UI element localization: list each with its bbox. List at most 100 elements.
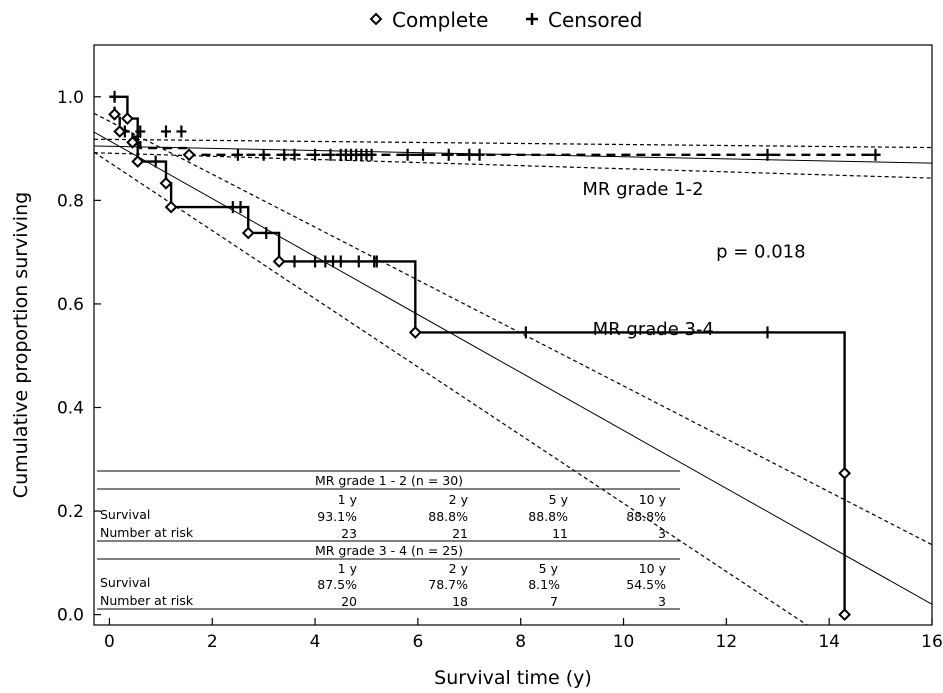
legend-censored-marker bbox=[526, 13, 538, 25]
table-survival-value: 93.1% bbox=[317, 509, 357, 524]
table-time-header: 5 y bbox=[539, 561, 559, 576]
censored-mark bbox=[261, 226, 272, 239]
complete-mark bbox=[838, 608, 852, 622]
complete-mark bbox=[131, 155, 145, 168]
plot-frame bbox=[93, 44, 933, 626]
confidence-bands bbox=[94, 112, 932, 625]
censored-mark bbox=[474, 148, 485, 161]
complete-mark bbox=[408, 325, 422, 339]
censored-mark bbox=[232, 148, 243, 161]
legend-complete-marker bbox=[369, 12, 383, 26]
survival-curve-grade-3-4 bbox=[109, 95, 846, 615]
table-time-header: 10 y bbox=[639, 561, 667, 576]
censored-mark bbox=[762, 148, 773, 161]
table-survival-label: Survival bbox=[100, 507, 150, 522]
censored-mark bbox=[371, 255, 382, 268]
y-axis-title: Cumulative proportion surviving bbox=[10, 192, 32, 498]
axes: 0 2 4 6 8 10 12 14 16 0.0 0.2 0.4 0.6 0.8 1.0 bbox=[57, 88, 943, 652]
regression-line bbox=[94, 145, 932, 164]
table-survival-value: 78.7% bbox=[428, 577, 468, 592]
censored-mark bbox=[135, 125, 146, 138]
censored-mark bbox=[160, 125, 171, 138]
legend-complete-label: Complete bbox=[392, 8, 488, 32]
table-time-header: 2 y bbox=[449, 561, 469, 576]
x-tick-label: 2 bbox=[207, 632, 218, 652]
complete-mark bbox=[241, 226, 255, 240]
censored-mark bbox=[289, 148, 300, 161]
censored-mark bbox=[402, 148, 413, 161]
table-risk-label: Number at risk bbox=[100, 593, 194, 608]
regression-line bbox=[94, 131, 932, 605]
censored-mark bbox=[279, 148, 290, 161]
table-group1-title: MR grade 1 - 2 (n = 30) bbox=[315, 473, 463, 488]
table-risk-value: 23 bbox=[341, 526, 357, 541]
censored-mark bbox=[870, 148, 881, 161]
table-survival-value: 54.5% bbox=[626, 577, 666, 592]
censored-mark bbox=[150, 155, 161, 168]
x-tick-label: 0 bbox=[104, 632, 115, 652]
censored-mark bbox=[289, 255, 300, 268]
censored-mark bbox=[310, 148, 321, 161]
complete-mark bbox=[164, 200, 178, 214]
y-tick-label: 0.8 bbox=[57, 191, 84, 211]
annotation-label: MR grade 3-4 bbox=[593, 319, 714, 340]
censored-mark bbox=[176, 125, 187, 138]
annotation-label: MR grade 1-2 bbox=[582, 179, 703, 200]
complete-mark bbox=[126, 135, 139, 149]
x-tick-label: 8 bbox=[515, 632, 526, 652]
curve-markers bbox=[108, 90, 881, 622]
table-risk-value: 7 bbox=[550, 594, 558, 609]
x-axis-title: Survival time (y) bbox=[434, 667, 592, 689]
complete-mark bbox=[159, 176, 173, 190]
table-survival-value: 88.8% bbox=[528, 509, 568, 524]
x-tick-label: 10 bbox=[613, 632, 635, 652]
complete-mark bbox=[108, 107, 121, 121]
y-tick-label: 0.6 bbox=[57, 295, 84, 315]
table-survival-value: 87.5% bbox=[317, 577, 357, 592]
table-group2-title: MR grade 3 - 4 (n = 25) bbox=[315, 543, 463, 558]
complete-mark bbox=[121, 112, 134, 125]
table-risk-value: 11 bbox=[552, 526, 568, 541]
annotation-label: p = 0.018 bbox=[716, 241, 805, 262]
censored-mark bbox=[353, 255, 364, 268]
censored-mark bbox=[366, 148, 377, 161]
x-tick-label: 12 bbox=[716, 632, 738, 652]
table-time-header: 1 y bbox=[338, 492, 358, 507]
legend: Complete Censored bbox=[369, 8, 642, 32]
table-risk-value: 18 bbox=[452, 594, 468, 609]
censored-mark bbox=[443, 148, 454, 161]
confidence-band-line bbox=[94, 152, 932, 179]
complete-mark bbox=[113, 125, 127, 138]
x-tick-label: 16 bbox=[921, 632, 943, 652]
censored-mark bbox=[464, 148, 475, 161]
censored-mark bbox=[418, 148, 429, 161]
complete-mark bbox=[272, 255, 286, 268]
table-risk-value: 3 bbox=[658, 594, 666, 609]
at-risk-table: MR grade 1 - 2 (n = 30) MR grade 3 - 4 (… bbox=[97, 470, 680, 610]
x-tick-label: 6 bbox=[412, 632, 423, 652]
table-survival-label: Survival bbox=[100, 575, 150, 590]
confidence-band-line bbox=[94, 138, 932, 149]
table-risk-label: Number at risk bbox=[100, 525, 194, 540]
censored-mark bbox=[258, 148, 269, 161]
censored-mark bbox=[520, 326, 531, 339]
y-tick-label: 0.0 bbox=[57, 606, 84, 626]
table-risk-value: 20 bbox=[341, 594, 357, 609]
survival-curve-grade-1-2 bbox=[109, 95, 881, 156]
censored-mark bbox=[325, 148, 336, 161]
censored-mark bbox=[109, 90, 120, 103]
censored-mark bbox=[310, 255, 321, 268]
table-risk-value: 3 bbox=[658, 526, 666, 541]
y-tick-label: 0.2 bbox=[57, 502, 84, 522]
table-time-header: 10 y bbox=[639, 492, 667, 507]
regression-lines bbox=[94, 131, 932, 605]
table-time-header: 5 y bbox=[549, 492, 569, 507]
table-survival-value: 8.1% bbox=[528, 577, 560, 592]
censored-mark bbox=[235, 201, 246, 214]
table-time-header: 1 y bbox=[338, 561, 358, 576]
confidence-band-line bbox=[94, 112, 932, 546]
censored-mark bbox=[762, 326, 773, 339]
y-tick-label: 1.0 bbox=[57, 88, 84, 108]
x-tick-label: 14 bbox=[818, 632, 840, 652]
